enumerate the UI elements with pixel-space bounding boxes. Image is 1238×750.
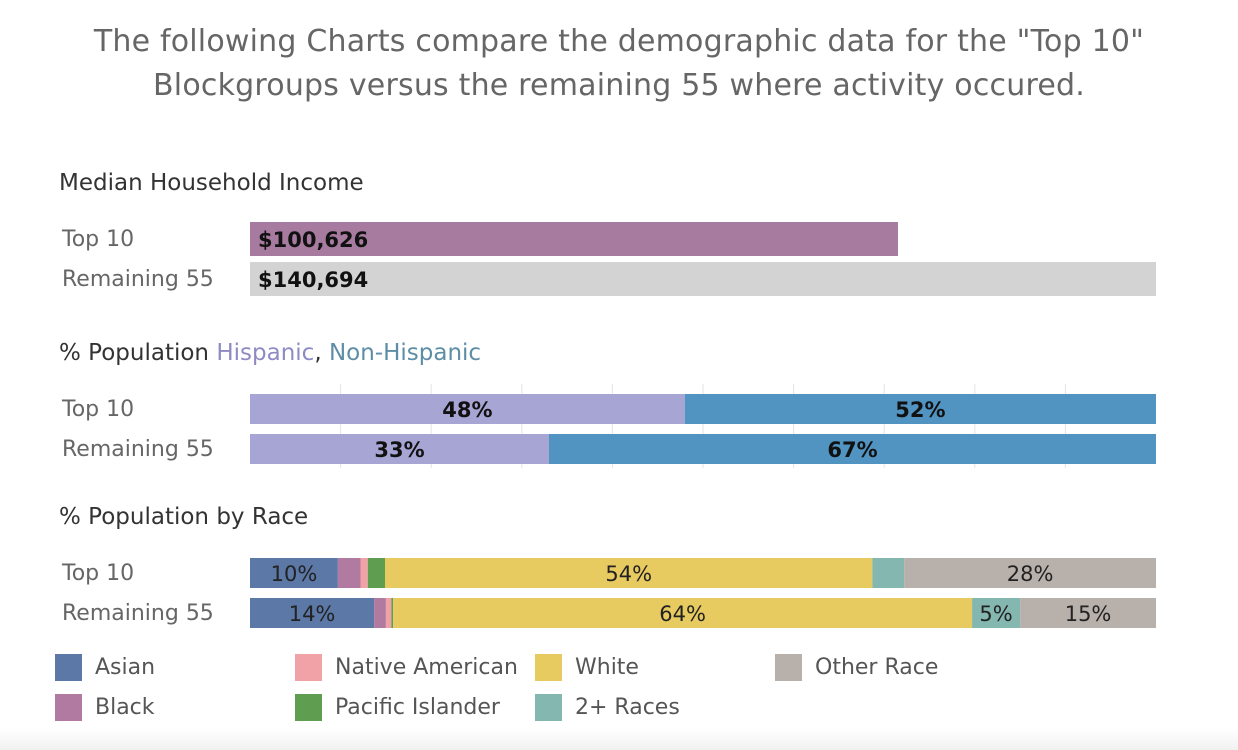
race-section-title: % Population by Race (59, 504, 309, 530)
race-bar-other-race-remaining-55 (1020, 598, 1156, 628)
legend-label-white: White (575, 654, 639, 680)
income-row-label-remaining55: Remaining 55 (62, 267, 214, 292)
race-bar-pacific-islander-top-10 (367, 558, 385, 588)
race-data-label-asian-remaining-55: 14% (289, 602, 336, 626)
title-line-1: The following Charts compare the demogra… (93, 24, 1145, 59)
race-data-label-asian-top-10: 10% (271, 562, 318, 586)
legend-item-2plus-races: 2+ Races (535, 692, 680, 722)
hispanic-data-label-non-hispanic-remaining-55: 67% (827, 438, 877, 462)
race-bar-asian-remaining-55 (250, 598, 375, 628)
legend-swatch-white (535, 653, 562, 681)
race-data-label-other-race-top-10: 28% (1007, 562, 1054, 586)
title-line-2: Blockgroups versus the remaining 55 wher… (153, 68, 1085, 103)
race-row-label-top10: Top 10 (62, 561, 135, 586)
legend-label-asian: Asian (95, 654, 156, 680)
race-data-label-other-race-remaining-55: 15% (1065, 602, 1112, 626)
legend-swatch-2plus-races (535, 693, 562, 721)
race-legend: Asian Native American White Other Race B… (55, 652, 1055, 732)
race-bar-other-race-top-10 (904, 558, 1156, 588)
hispanic-title-comma: , (314, 340, 329, 366)
page-title: The following Charts compare the demogra… (0, 20, 1238, 108)
legend-item-white: White (535, 652, 639, 682)
hispanic-title-prefix: % Population (59, 340, 217, 366)
legend-item-other-race: Other Race (775, 652, 938, 682)
race-bar-native-american-top-10 (360, 558, 368, 588)
income-bar-remaining-55 (250, 262, 1156, 296)
hispanic-title-word: Hispanic (216, 340, 315, 366)
legend-swatch-pacific-islander (295, 693, 322, 721)
race-bar-black-remaining-55 (374, 598, 386, 628)
legend-swatch-native-american (295, 653, 322, 681)
hispanic-row-label-remaining55: Remaining 55 (62, 437, 214, 462)
nonhispanic-title-word: Non-Hispanic (328, 340, 482, 366)
income-row-label-top10: Top 10 (62, 227, 135, 252)
hispanic-data-label-non-hispanic-top-10: 52% (895, 398, 945, 422)
income-data-label-top-10: $100,626 (258, 228, 368, 252)
legend-swatch-other-race (775, 653, 802, 681)
race-row-label-remaining55: Remaining 55 (62, 601, 214, 626)
income-data-label-remaining-55: $140,694 (258, 268, 368, 292)
legend-label-2plus-races: 2+ Races (575, 694, 680, 720)
hispanic-bar-non-hispanic-remaining-55 (548, 434, 1156, 464)
race-bar-2plus-races-top-10 (872, 558, 905, 588)
legend-label-black: Black (95, 694, 155, 720)
race-data-label-white-top-10: 54% (605, 562, 652, 586)
legend-swatch-black (55, 693, 82, 721)
hispanic-bar-hispanic-remaining-55 (250, 434, 549, 464)
legend-label-native-american: Native American (335, 654, 518, 680)
race-bar-2plus-races-remaining-55 (972, 598, 1021, 628)
legend-item-black: Black (55, 692, 155, 722)
race-bar-asian-top-10 (250, 558, 338, 588)
race-bar-pacific-islander-remaining-55 (391, 598, 394, 628)
hispanic-data-label-hispanic-top-10: 48% (442, 398, 492, 422)
race-bar-white-top-10 (384, 558, 873, 588)
legend-label-other-race: Other Race (815, 654, 939, 680)
income-chart: $100,626 $140,694 (250, 222, 1156, 296)
legend-swatch-asian (55, 653, 82, 681)
income-section-title: Median Household Income (59, 170, 364, 196)
income-bar-top-10 (250, 222, 898, 256)
hispanic-row-label-top10: Top 10 (62, 397, 135, 422)
legend-item-pacific-islander: Pacific Islander (295, 692, 500, 722)
race-bar-white-remaining-55 (393, 598, 973, 628)
legend-label-pacific-islander: Pacific Islander (335, 694, 500, 720)
hispanic-bar-non-hispanic-top-10 (684, 394, 1156, 424)
race-bar-native-american-remaining-55 (385, 598, 392, 628)
hispanic-bar-hispanic-top-10 (250, 394, 685, 424)
bottom-fade (0, 728, 1238, 750)
hispanic-section-title: % Population Hispanic, Non-Hispanic (59, 340, 481, 366)
race-bar-black-top-10 (337, 558, 361, 588)
legend-item-native-american: Native American (295, 652, 518, 682)
race-chart: 10% 54% 28% 14% 64% 5% 15% (250, 558, 1156, 628)
legend-item-asian: Asian (55, 652, 155, 682)
race-data-label-white-remaining-55: 64% (659, 602, 706, 626)
race-data-label-2plus-races-remaining-55: 5% (979, 602, 1012, 626)
hispanic-data-label-hispanic-remaining-55: 33% (374, 438, 424, 462)
hispanic-chart: 48% 52% 33% 67% (250, 384, 1156, 468)
